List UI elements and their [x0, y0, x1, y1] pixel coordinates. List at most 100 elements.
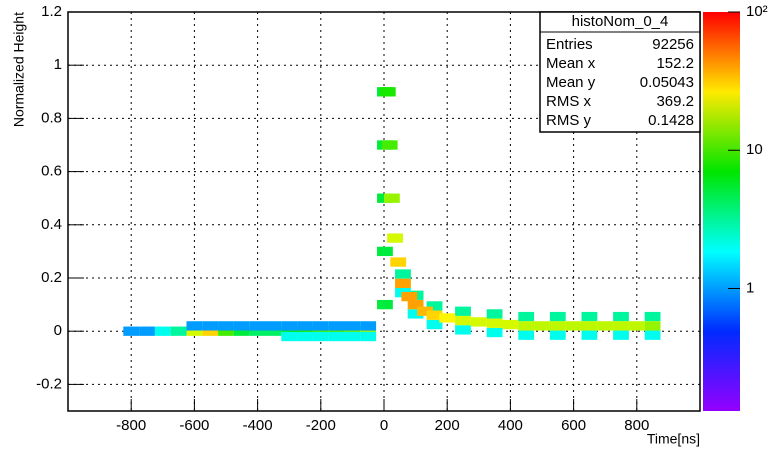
stats-value: 369.2 — [656, 93, 694, 110]
stats-rows: Entries 92256 Mean x 152.2 Mean y 0.05043 RMS … — [546, 36, 694, 129]
heatmap-cell — [549, 311, 566, 322]
heatmap-cell — [470, 317, 487, 327]
heatmap-cell — [360, 321, 377, 331]
heatmap-cell — [281, 321, 298, 331]
heatmap-cell — [486, 309, 503, 319]
heatmap-cell — [426, 319, 443, 330]
z-tick-label: 10 — [746, 141, 763, 158]
heatmap-cell — [218, 326, 234, 336]
heatmap-cell — [565, 321, 582, 331]
heatmap-cell — [297, 326, 313, 336]
heatmap-cell — [628, 321, 645, 331]
heatmap-cell — [233, 321, 250, 331]
heatmap-cell — [407, 309, 424, 319]
heatmap-cell — [170, 326, 187, 336]
x-tick-label: 800 — [624, 417, 649, 434]
heatmap-cell — [426, 301, 443, 311]
heatmap-cell — [344, 331, 361, 342]
heatmap-cell — [281, 331, 298, 342]
heatmap-cell — [387, 233, 403, 243]
heatmap-cell — [426, 310, 443, 320]
heatmap-cell — [265, 326, 282, 336]
heatmap-cell — [381, 140, 398, 150]
z-tick-label: 10² — [746, 3, 768, 20]
stats-title: histoNom_0_4 — [572, 13, 669, 30]
stats-label: RMS x — [546, 93, 592, 110]
heatmap-cell — [455, 306, 471, 316]
heatmap-cell — [344, 321, 361, 331]
heatmap-cell — [384, 193, 400, 203]
x-tick-label: 400 — [498, 417, 523, 434]
heatmap-cell — [395, 269, 411, 279]
stats-value: 152.2 — [656, 55, 694, 72]
color-bar — [703, 12, 740, 411]
x-tick-label: -400 — [243, 417, 273, 434]
x-tick-label: -600 — [179, 417, 209, 434]
stats-value: 92256 — [652, 36, 694, 53]
heatmap-cell — [486, 318, 503, 328]
heatmap-cell — [549, 330, 566, 340]
y-axis-title: Normalized Height — [11, 12, 27, 127]
heatmap-cell — [644, 321, 661, 331]
heatmap-cell — [328, 326, 345, 336]
x-tick-label: -800 — [116, 417, 146, 434]
heatmap-cell — [518, 330, 535, 340]
heatmap-cell — [455, 315, 471, 326]
x-tick-label: 600 — [561, 417, 586, 434]
heatmap-cell — [328, 331, 345, 342]
stats-box: histoNom_0_4 — [539, 11, 701, 133]
heatmap-cell — [328, 321, 345, 331]
heatmap-cell — [233, 326, 250, 336]
y-tick-label: 1.2 — [41, 3, 62, 20]
y-tick-label: 0 — [54, 322, 62, 339]
heatmap-cell — [581, 330, 598, 340]
y-tick-label: -0.2 — [36, 375, 62, 392]
heatmap-cell — [401, 291, 418, 302]
stats-label: Mean y — [546, 74, 596, 91]
heatmap-cell — [439, 313, 456, 323]
heatmap-cell — [202, 321, 219, 331]
heatmap-cell — [644, 311, 661, 322]
y-tick-label: 1 — [54, 56, 62, 73]
z-tick-label: 1 — [746, 279, 754, 296]
y-tick-label: 0.2 — [41, 269, 62, 286]
heatmap-cell — [581, 321, 598, 331]
heatmap-cell — [417, 306, 433, 316]
stats-value: 0.05043 — [640, 74, 694, 91]
heatmap-cell — [613, 321, 629, 331]
heatmap-cell — [186, 321, 203, 331]
heatmap-cell — [613, 330, 629, 340]
heatmap-cell — [379, 87, 396, 97]
x-tick-label: -200 — [306, 417, 336, 434]
heatmap-cell — [139, 326, 155, 336]
heatmap-cell — [613, 311, 629, 322]
stats-value: 0.1428 — [648, 112, 694, 129]
heatmap-cell — [123, 326, 140, 336]
heatmap-cell — [455, 325, 471, 335]
heatmap-cell — [644, 330, 661, 340]
heatmap-cell — [202, 326, 219, 336]
x-tick-label: 0 — [380, 417, 388, 434]
heatmap-cell — [154, 326, 171, 336]
x-tick-label: 200 — [435, 417, 460, 434]
heatmap-cell — [360, 326, 377, 336]
cells — [123, 87, 661, 342]
stats-label: Entries — [546, 36, 593, 53]
y-tick-label: 0.8 — [41, 109, 62, 126]
heatmap-cell — [344, 326, 361, 336]
heatmap-cell — [297, 331, 313, 342]
heatmap-cell — [249, 321, 266, 331]
heatmap-cell — [312, 326, 329, 336]
stats-label: Mean x — [546, 55, 596, 72]
heatmap-cell — [597, 321, 614, 331]
heatmap-cell — [218, 321, 234, 331]
heatmap-cell — [249, 326, 266, 336]
heatmap-cell — [518, 311, 535, 322]
heatmap-cell — [377, 299, 393, 310]
x-axis-title: Time[ns] — [647, 431, 700, 447]
heatmap-cell — [265, 321, 282, 331]
heatmap-cell — [312, 321, 329, 331]
heatmap-cell — [377, 246, 393, 257]
heatmap-cell — [518, 321, 535, 331]
